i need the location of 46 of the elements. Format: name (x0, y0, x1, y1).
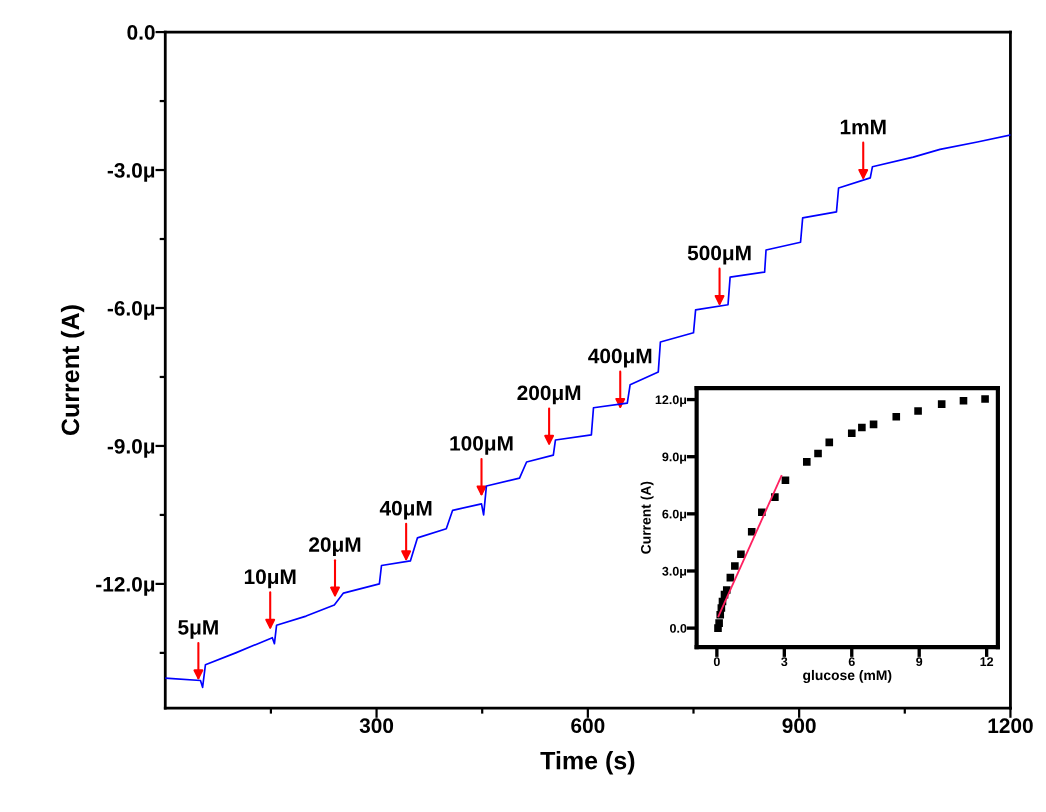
point (737, 550, 745, 559)
x-tick-label: 6 (848, 657, 855, 667)
point (959, 396, 968, 405)
annotation: 100μM (450, 435, 513, 455)
point (715, 619, 723, 627)
x-tick-label: 3 (781, 657, 788, 667)
annotation: 20μM (309, 537, 361, 556)
annotation: 200μM (517, 385, 581, 405)
x-tick-label: 900 (782, 718, 816, 734)
point (814, 449, 822, 458)
x-axis-title: glucose (mM) (803, 669, 892, 683)
point (802, 458, 811, 466)
point (981, 395, 989, 403)
point (731, 562, 739, 570)
annotation: 40μM (379, 500, 432, 520)
y-tick-label: 0.0 (127, 25, 155, 40)
point (858, 423, 866, 432)
y-tick-label: 3.0μ (662, 566, 687, 579)
x-tick-label: 12 (980, 657, 994, 666)
point (914, 407, 922, 415)
y-axis-title: Current (A) (640, 481, 654, 554)
y-tick-label: -3.0μ (107, 163, 155, 182)
y-tick-label: -12.0μ (96, 576, 155, 596)
y-tick-label: 6.0μ (662, 509, 687, 521)
x-axis-title: Time (s) (540, 751, 635, 775)
line-series (165, 134, 1011, 689)
x-tick-label: 300 (359, 718, 394, 734)
y-tick-label: 12.0μ (655, 395, 687, 407)
y-tick-label: 0.0 (670, 623, 687, 633)
y-tick-label: -9.0μ (107, 438, 155, 458)
annotation: 5μM (178, 620, 218, 639)
annotation: 1mM (840, 119, 886, 135)
annotation: 10μM (244, 569, 296, 589)
point (892, 412, 901, 421)
x-tick-label: 1200 (988, 718, 1033, 734)
x-tick-label: 600 (571, 718, 605, 734)
point (825, 438, 834, 447)
y-tick-label: -6.0μ (107, 300, 155, 320)
x-tick-label: 0 (713, 657, 720, 667)
y-tick-label: 9.0μ (662, 452, 687, 464)
point (847, 429, 856, 438)
annotation: 400μM (588, 348, 652, 368)
x-tick-label: 9 (916, 657, 923, 667)
y-axis-title: Current (A) (60, 305, 85, 436)
point (937, 400, 946, 408)
annotation: 500μM (687, 245, 751, 265)
